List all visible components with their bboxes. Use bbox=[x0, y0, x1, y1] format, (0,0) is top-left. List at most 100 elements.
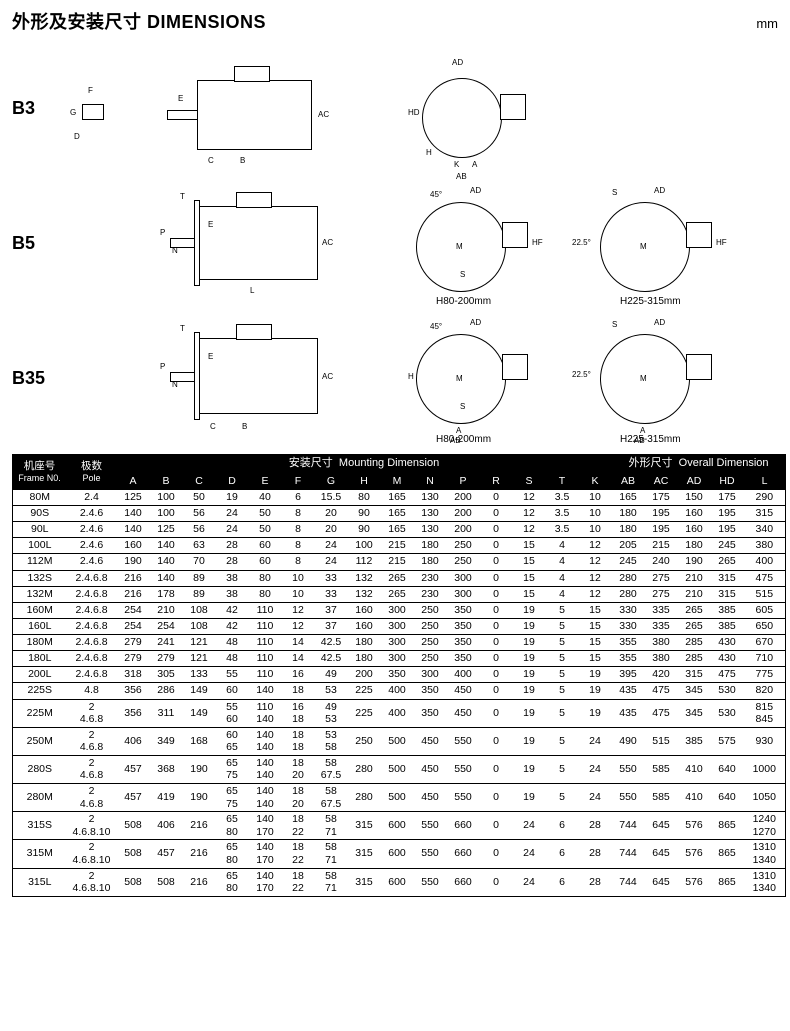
cell-frame: 225M bbox=[13, 699, 67, 727]
th-col-e: E bbox=[249, 473, 282, 489]
cell: 550 bbox=[612, 755, 645, 783]
cell: 6 bbox=[282, 489, 315, 505]
cell: 0 bbox=[480, 868, 513, 896]
cell: 125 bbox=[150, 522, 183, 538]
cell: 356 bbox=[117, 699, 150, 727]
dim-s3: S bbox=[460, 402, 465, 411]
cell: 60 bbox=[249, 538, 282, 554]
diagrams-area: B3 F G D E C B AC AD HD H K A AB B5 T E … bbox=[12, 38, 778, 448]
cell: 133 bbox=[183, 667, 216, 683]
cell: 490 bbox=[612, 727, 645, 755]
cell: 286 bbox=[150, 683, 183, 699]
b5-flange-icon bbox=[194, 200, 200, 286]
cell: 350 bbox=[414, 683, 447, 699]
cell: 515 bbox=[645, 727, 678, 755]
cell: 457 bbox=[117, 784, 150, 812]
cell-frame: 180L bbox=[13, 651, 67, 667]
cell: 385 bbox=[711, 602, 744, 618]
cell: 5871 bbox=[315, 868, 348, 896]
cell: 24 bbox=[579, 755, 612, 783]
cell: 400 bbox=[381, 683, 414, 699]
cell: 450 bbox=[414, 755, 447, 783]
cell: 0 bbox=[480, 554, 513, 570]
cell: 160 bbox=[678, 522, 711, 538]
cell: 180 bbox=[612, 506, 645, 522]
th-pole-cn: 极数 bbox=[81, 460, 102, 472]
th-mount-cn: 安装尺寸 bbox=[289, 457, 333, 469]
cell: 5 bbox=[546, 784, 579, 812]
cell: 42.5 bbox=[315, 651, 348, 667]
cell: 400 bbox=[447, 667, 480, 683]
cell: 125 bbox=[117, 489, 150, 505]
cell: 4953 bbox=[315, 699, 348, 727]
cell: 0 bbox=[480, 840, 513, 868]
cell: 24.6.8 bbox=[67, 699, 117, 727]
cell: 121 bbox=[183, 635, 216, 651]
dim-m3: M bbox=[456, 374, 463, 383]
cell: 406 bbox=[150, 812, 183, 840]
cell: 80 bbox=[249, 570, 282, 586]
dim-e: E bbox=[178, 94, 183, 103]
dim-ad: AD bbox=[452, 58, 463, 67]
th-col-n: N bbox=[414, 473, 447, 489]
label-b35: B35 bbox=[12, 368, 45, 389]
cell: 550 bbox=[612, 784, 645, 812]
cell: 3.5 bbox=[546, 489, 579, 505]
cell-frame: 90L bbox=[13, 522, 67, 538]
cell: 435 bbox=[612, 699, 645, 727]
cell: 475 bbox=[645, 699, 678, 727]
cell: 50 bbox=[249, 506, 282, 522]
cell: 5358 bbox=[315, 727, 348, 755]
b5-side-view-icon bbox=[198, 206, 318, 280]
b3-end-view-icon bbox=[422, 78, 502, 158]
cell: 19 bbox=[216, 489, 249, 505]
dim-f: F bbox=[88, 86, 93, 95]
cell-frame: 250M bbox=[13, 727, 67, 755]
dim-c2: C bbox=[210, 422, 216, 431]
cell: 530 bbox=[711, 683, 744, 699]
cell: 315 bbox=[348, 812, 381, 840]
cell: 108 bbox=[183, 618, 216, 634]
dim-m4: M bbox=[640, 374, 647, 383]
cell-frame: 280M bbox=[13, 784, 67, 812]
cell: 12 bbox=[579, 570, 612, 586]
cell: 15 bbox=[513, 570, 546, 586]
dim-45-2: 45° bbox=[430, 322, 442, 331]
cell: 149 bbox=[183, 699, 216, 727]
cell: 132 bbox=[348, 570, 381, 586]
cell: 2.4.6.8 bbox=[67, 667, 117, 683]
dim-m2: M bbox=[640, 242, 647, 251]
cell: 865 bbox=[711, 868, 744, 896]
cell: 200 bbox=[348, 667, 381, 683]
cell: 355 bbox=[612, 651, 645, 667]
cell: 430 bbox=[711, 635, 744, 651]
cell: 355 bbox=[612, 635, 645, 651]
cell: 24.6.8.10 bbox=[67, 840, 117, 868]
cell: 24.6.8.10 bbox=[67, 868, 117, 896]
label-b5: B5 bbox=[12, 233, 35, 254]
cell: 406 bbox=[117, 727, 150, 755]
cell: 0 bbox=[480, 784, 513, 812]
dim-d: D bbox=[74, 132, 80, 141]
dim-n3: N bbox=[172, 380, 178, 389]
cell: 300 bbox=[381, 651, 414, 667]
table-row: 250M24.6.8406349168606514014018185358250… bbox=[13, 727, 786, 755]
th-col-l: L bbox=[744, 473, 786, 489]
cell-frame: 160M bbox=[13, 602, 67, 618]
th-col-f: F bbox=[282, 473, 315, 489]
cell: 180 bbox=[414, 538, 447, 554]
cell: 10 bbox=[579, 506, 612, 522]
cell: 300 bbox=[381, 635, 414, 651]
cell: 5 bbox=[546, 635, 579, 651]
cell: 250 bbox=[414, 651, 447, 667]
cell: 56 bbox=[183, 506, 216, 522]
cell: 5867.5 bbox=[315, 755, 348, 783]
cell: 190 bbox=[183, 784, 216, 812]
cell: 140 bbox=[150, 570, 183, 586]
b5-end-small-jbox-icon bbox=[502, 222, 528, 248]
cell: 42 bbox=[216, 618, 249, 634]
cell: 19 bbox=[513, 651, 546, 667]
b3-jbox-icon bbox=[234, 66, 270, 82]
th-col-k: K bbox=[579, 473, 612, 489]
dim-b: B bbox=[240, 156, 245, 165]
